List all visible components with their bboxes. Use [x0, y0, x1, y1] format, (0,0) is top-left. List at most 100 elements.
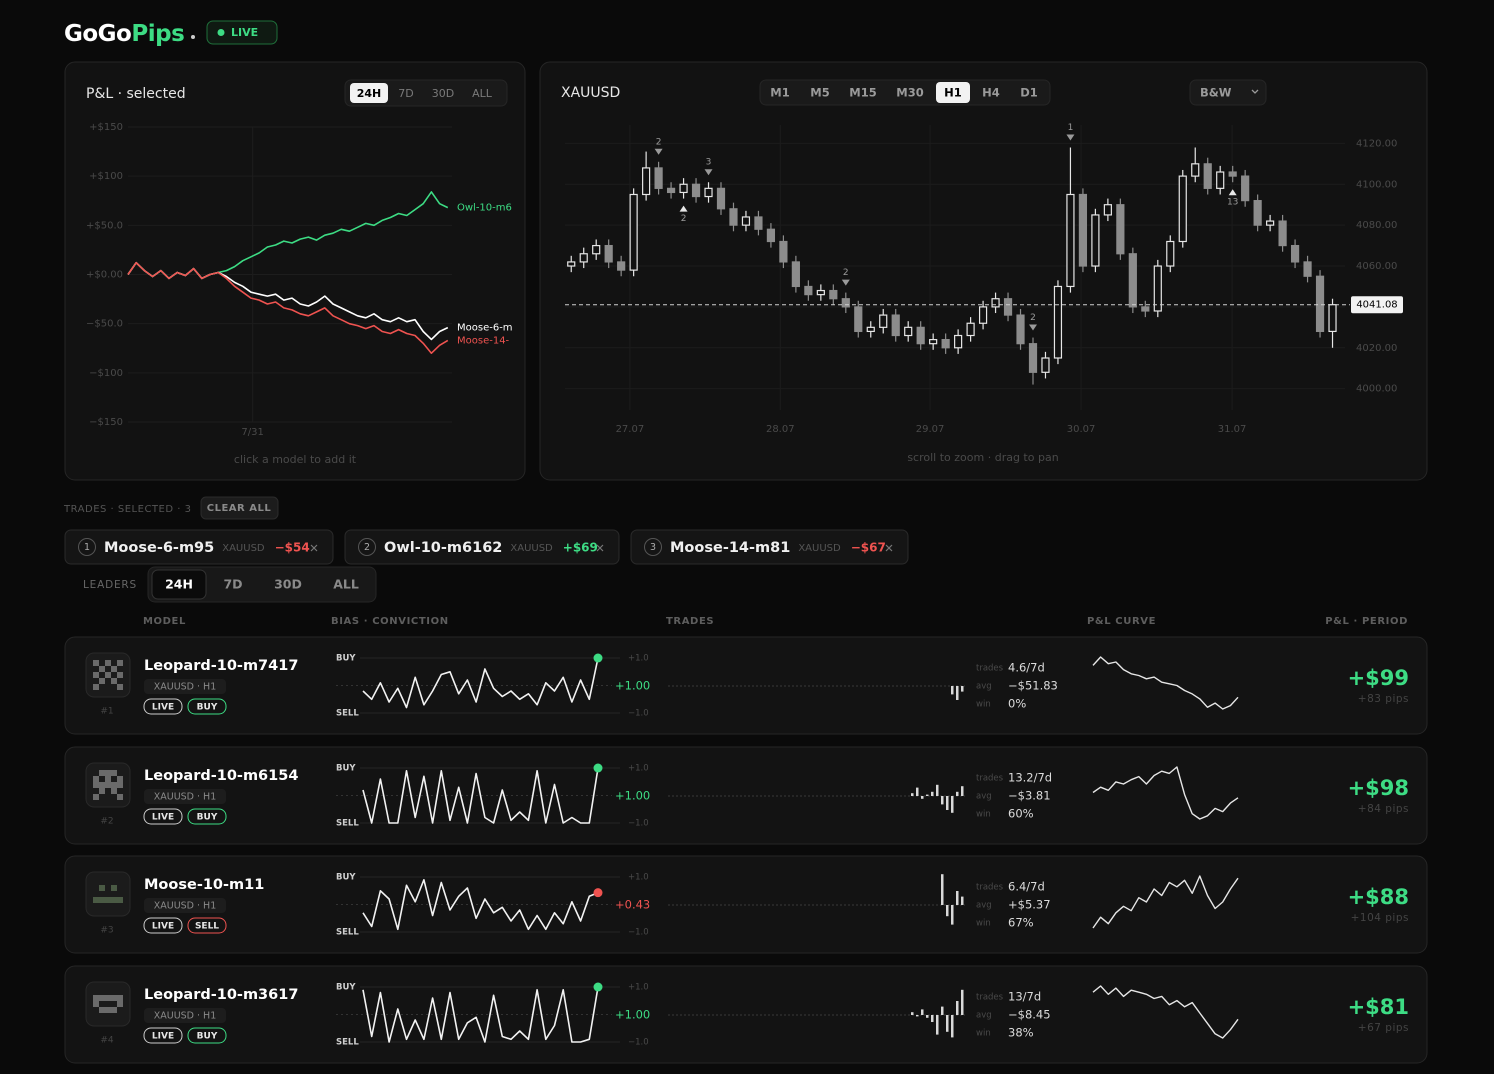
avatar-pixel	[93, 794, 99, 800]
candle-body	[791, 261, 800, 288]
brand-second: Pips	[131, 21, 184, 47]
chip-name[interactable]: Owl-10-m6162	[384, 540, 502, 556]
chip-close[interactable]	[596, 544, 604, 552]
chip-pnl: +$69	[563, 541, 598, 555]
side-label: SELL	[195, 922, 219, 932]
stat-value: −$51.83	[1008, 679, 1058, 693]
trade-bar	[941, 1006, 944, 1015]
symbol-pill	[144, 898, 226, 913]
chip-name[interactable]: Moose-6-m95	[104, 540, 214, 556]
candle-body	[666, 187, 676, 194]
column-header: P&L · PERIOD	[1325, 616, 1408, 627]
timeframe-tab[interactable]: M5	[810, 86, 829, 100]
series-label: Moose-14-	[457, 335, 510, 346]
live-label: LIVE	[231, 26, 258, 39]
clear-button[interactable]	[200, 496, 279, 520]
signal-label: 2	[843, 268, 849, 278]
rank: #2	[100, 817, 113, 827]
bias-tick-label: −1.0	[628, 819, 649, 829]
leader-range-tab[interactable]: 24H	[165, 577, 193, 592]
status-label: LIVE	[152, 1032, 174, 1042]
stat-value: 6.4/7d	[1008, 880, 1045, 894]
bias-bottom: SELL	[336, 928, 359, 938]
last-price-label: 4041.08	[1356, 300, 1397, 311]
conviction-line	[362, 878, 599, 931]
model-name[interactable]: Moose-10-m11	[144, 877, 264, 893]
timeframe-tab[interactable]: M30	[896, 86, 923, 100]
range-tab[interactable]: ALL	[472, 87, 493, 100]
trade-bar	[951, 905, 954, 925]
candle-body	[1241, 175, 1250, 202]
timeframe-tab[interactable]: M1	[770, 86, 789, 100]
y-tick-label: 4080.00	[1356, 220, 1397, 231]
trade-bar	[961, 686, 964, 692]
symbol-pill	[144, 789, 226, 804]
range-tab[interactable]: 30D	[432, 87, 454, 100]
pnl-pips: +84 pips	[1358, 803, 1409, 815]
avatar-pixel	[99, 1007, 105, 1013]
series-label: Moose-6-m	[457, 323, 513, 334]
trade-chip[interactable]	[630, 529, 909, 565]
candle-body	[941, 338, 950, 349]
leader-range-tab[interactable]: 7D	[223, 577, 242, 592]
timeframe-tab[interactable]: M15	[849, 86, 876, 100]
stat-label: win	[976, 700, 991, 710]
avatar-pixel	[99, 770, 105, 776]
avatar-pixel	[93, 684, 99, 690]
column-header: P&L CURVE	[1087, 616, 1156, 627]
status-badge	[143, 917, 183, 934]
avatar-pixel	[117, 995, 123, 1001]
side-label: BUY	[197, 1032, 218, 1042]
leader-range-tab[interactable]: ALL	[333, 577, 359, 592]
trade-chip[interactable]	[344, 529, 620, 565]
conviction-value: +1.00	[615, 1008, 650, 1022]
model-name[interactable]: Leopard-10-m7417	[144, 658, 298, 674]
y-tick-label: +$50.0	[86, 220, 123, 231]
timeframe-tab[interactable]: H4	[982, 86, 1000, 100]
brand: GoGoPips	[64, 21, 184, 47]
candle-body	[1128, 253, 1137, 308]
side-badge	[187, 917, 227, 934]
range-tab[interactable]: 7D	[398, 87, 413, 100]
style-dropdown[interactable]	[1189, 79, 1267, 106]
candle-body	[1091, 214, 1100, 267]
signal-marker	[1228, 189, 1237, 196]
symbol-pill	[144, 1008, 226, 1023]
candle-body	[991, 298, 1000, 308]
trade-bar	[956, 1001, 959, 1015]
model-name[interactable]: Leopard-10-m6154	[144, 768, 298, 784]
avatar-pixel	[93, 776, 99, 782]
leader-range-tab[interactable]: 30D	[274, 577, 302, 592]
chip-close[interactable]	[310, 544, 318, 552]
column-header: MODEL	[143, 616, 186, 627]
x-tick-label: 7/31	[241, 427, 263, 438]
trade-chip[interactable]	[64, 529, 334, 565]
range-tab[interactable]: 24H	[357, 87, 382, 100]
bias-top: BUY	[336, 654, 356, 664]
candle-body	[704, 187, 713, 198]
stat-value: 67%	[1008, 916, 1034, 930]
signal-label: 2	[656, 137, 662, 147]
chip-number-ring	[358, 538, 376, 556]
clear-label[interactable]: CLEAR ALL	[207, 503, 272, 514]
stat-value: +$5.37	[1008, 898, 1051, 912]
chip-close[interactable]	[885, 544, 893, 552]
trade-bar	[961, 989, 964, 1015]
timeframe-tab-active[interactable]	[936, 82, 970, 103]
model-name[interactable]: Leopard-10-m3617	[144, 987, 298, 1003]
live-dot	[217, 29, 225, 36]
candle-body	[1191, 163, 1200, 177]
leader-range-active[interactable]	[151, 569, 207, 600]
timeframe-tab[interactable]: H1	[944, 86, 962, 100]
trade-bar	[941, 796, 944, 805]
range-tab-active[interactable]	[350, 83, 388, 103]
timeframe-tab[interactable]: D1	[1020, 86, 1038, 100]
candle-body	[679, 183, 688, 194]
candle-body	[1116, 204, 1125, 255]
pnl-pips: +67 pips	[1358, 1022, 1409, 1034]
avatar-pixel	[111, 770, 117, 776]
price-footnote: scroll to zoom · drag to pan	[907, 451, 1058, 464]
chip-name[interactable]: Moose-14-m81	[670, 540, 790, 556]
status-badge	[143, 698, 183, 715]
conviction-dot	[593, 763, 603, 773]
